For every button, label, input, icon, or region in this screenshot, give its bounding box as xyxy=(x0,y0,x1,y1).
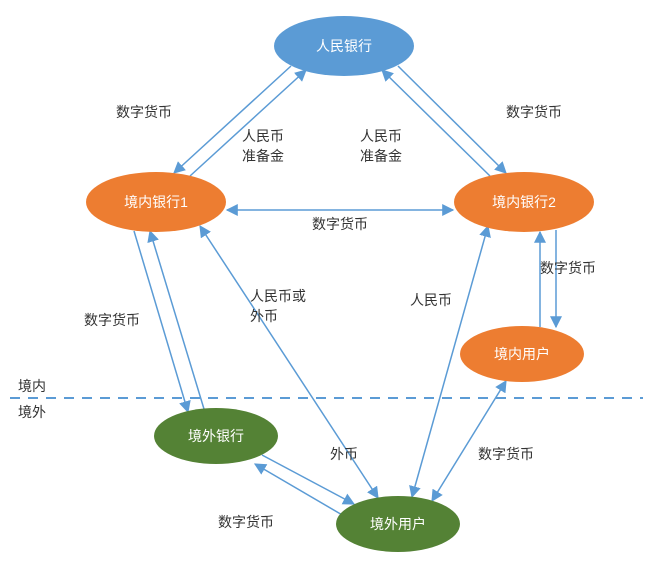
edge-label-10: 人民币 xyxy=(410,292,452,308)
node-db2: 境内银行2 xyxy=(454,172,594,232)
edge-label-0: 数字货币 xyxy=(116,104,172,120)
node-fbank: 境外银行 xyxy=(154,408,278,464)
edge-pboc-db2-a xyxy=(398,66,506,173)
node-fuser: 境外用户 xyxy=(336,496,460,552)
edge-label-12: 外币 xyxy=(330,446,358,462)
edge-label-4: 人民币 xyxy=(360,128,402,144)
edge-label-13: 数字货币 xyxy=(478,446,534,462)
node-duser: 境内用户 xyxy=(460,326,584,382)
edge-label-14: 数字货币 xyxy=(218,514,274,530)
edge-label-11: 数字货币 xyxy=(540,260,596,276)
edge-label-6: 数字货币 xyxy=(312,216,368,232)
edge-label-1: 数字货币 xyxy=(506,104,562,120)
edge-db1-fbank-b xyxy=(150,231,204,409)
divider-label-above: 境内 xyxy=(18,378,46,394)
node-pboc: 人民银行 xyxy=(274,16,414,76)
node-label-pboc: 人民银行 xyxy=(316,38,372,54)
node-label-db2: 境内银行2 xyxy=(492,194,556,210)
edge-label-7: 数字货币 xyxy=(84,312,140,328)
edge-fbank-fuser-a xyxy=(262,455,354,504)
edge-label-3: 准备金 xyxy=(242,148,284,164)
node-label-duser: 境内用户 xyxy=(494,346,550,362)
divider-label-below: 境外 xyxy=(18,404,46,420)
diagram-canvas: 境内境外人民银行境内银行1境内银行2境内用户境外银行境外用户数字货币数字货币人民… xyxy=(0,0,653,578)
edge-db1-fbank-a xyxy=(134,231,188,412)
edge-fbank-fuser-b xyxy=(255,464,344,516)
node-label-fuser: 境外用户 xyxy=(370,516,426,532)
node-label-fbank: 境外银行 xyxy=(188,428,244,444)
edge-label-2: 人民币 xyxy=(242,128,284,144)
edge-label-5: 准备金 xyxy=(360,148,402,164)
edge-label-9: 外币 xyxy=(250,308,278,324)
node-label-db1: 境内银行1 xyxy=(124,194,188,210)
node-db1: 境内银行1 xyxy=(86,172,226,232)
edge-label-8: 人民币或 xyxy=(250,288,306,304)
